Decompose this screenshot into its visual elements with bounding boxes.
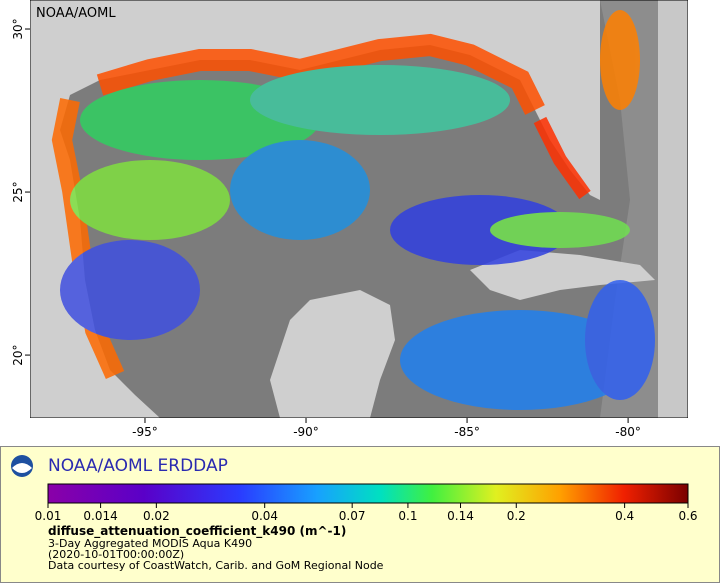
- colorbar-tick-label: 0.2: [507, 509, 526, 523]
- legend-line: Data courtesy of CoastWatch, Carib. and …: [48, 559, 384, 572]
- colorbar-tick-label: 0.014: [83, 509, 117, 523]
- colorbar-tick-label: 0.4: [615, 509, 634, 523]
- map-area: [30, 0, 688, 418]
- noaa-logo-gull: [12, 463, 32, 473]
- k490-field: [51, 10, 655, 410]
- colorbar-tick-label: 0.04: [251, 509, 278, 523]
- colorbar: [47, 483, 689, 504]
- legend-line: 3-Day Aggregated MODIS Aqua K490: [48, 537, 252, 550]
- lon-tick-label: -85°: [454, 425, 480, 439]
- colorbar-tick-label: 0.02: [143, 509, 170, 523]
- legend-title: NOAA/AOML ERDDAP: [48, 456, 228, 476]
- cuba: [470, 250, 655, 300]
- lat-tick-label: 30°: [11, 18, 25, 39]
- colorbar-tick-label: 0.6: [678, 509, 697, 523]
- legend-line: (2020-10-01T00:00:00Z): [48, 548, 184, 561]
- lat-tick-label: 20°: [11, 344, 25, 365]
- colorbar-tick-label: 0.01: [35, 509, 62, 523]
- colorbar-tick-label: 0.14: [447, 509, 474, 523]
- colorbar-tick-label: 0.07: [339, 509, 366, 523]
- lon-tick-label: -80°: [615, 425, 641, 439]
- lon-tick-label: -90°: [293, 425, 319, 439]
- lon-tick-label: -95°: [132, 425, 158, 439]
- corner-label: NOAA/AOML: [36, 6, 116, 21]
- land: [30, 0, 600, 418]
- legend-panel: [0, 446, 720, 583]
- yucatan: [270, 290, 395, 418]
- land-east: [658, 0, 688, 418]
- colorbar-tick-label: 0.1: [398, 509, 417, 523]
- lat-tick-label: 25°: [11, 181, 25, 202]
- variable-name: diffuse_attenuation_coefficient_k490 (m^…: [48, 524, 346, 539]
